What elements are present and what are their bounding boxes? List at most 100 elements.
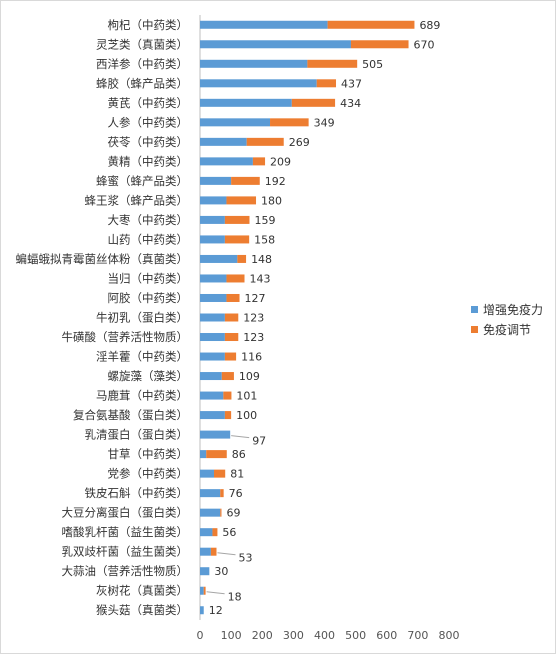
bar-segment-enhance-immunity bbox=[200, 313, 225, 322]
category-label: 黄芪（中药类） bbox=[108, 96, 189, 110]
category-label: 淫羊藿（中药类） bbox=[96, 350, 188, 364]
bar-segment-enhance-immunity bbox=[200, 235, 225, 244]
bar-segment-enhance-immunity bbox=[200, 196, 227, 205]
value-label: 180 bbox=[261, 194, 282, 207]
bar-segment-enhance-immunity bbox=[200, 411, 225, 420]
category-label: 人参（中药类） bbox=[108, 115, 189, 129]
bar-segment-enhance-immunity bbox=[200, 293, 227, 302]
category-label: 茯苓（中药类） bbox=[108, 135, 189, 149]
bar-segment-immune-regulation bbox=[270, 118, 309, 127]
legend-swatch-immune-regulation bbox=[471, 326, 478, 333]
bar-segment-immune-regulation bbox=[231, 176, 260, 185]
bar-segment-immune-regulation bbox=[224, 313, 239, 322]
category-label: 蝙蝠蛾拟青霉菌丝体粉（真菌类） bbox=[16, 252, 189, 266]
bar-segment-immune-regulation bbox=[316, 79, 337, 88]
bar-segment-immune-regulation bbox=[350, 40, 409, 49]
value-label: 123 bbox=[243, 331, 264, 344]
category-label: 枸杞（中药类） bbox=[108, 18, 189, 32]
bar-segment-enhance-immunity bbox=[200, 20, 328, 29]
value-label: 123 bbox=[243, 312, 264, 325]
legend-label-enhance-immunity: 增强免疫力 bbox=[483, 302, 543, 317]
x-tick-label: 800 bbox=[439, 629, 460, 642]
value-label: 434 bbox=[340, 97, 361, 110]
bar-segment-immune-regulation bbox=[224, 235, 250, 244]
bar-segment-immune-regulation bbox=[220, 508, 222, 517]
bar-segment-enhance-immunity bbox=[200, 508, 221, 517]
bar-segment-enhance-immunity bbox=[200, 215, 225, 224]
category-label: 蜂王浆（蜂产品类） bbox=[85, 193, 189, 207]
value-label: 143 bbox=[250, 272, 271, 285]
value-label: 101 bbox=[236, 390, 257, 403]
x-tick-label: 300 bbox=[283, 629, 304, 642]
legend-label-immune-regulation: 免疫调节 bbox=[483, 322, 531, 337]
bar-segment-enhance-immunity bbox=[200, 469, 215, 478]
category-label: 乳双歧杆菌（益生菌类） bbox=[62, 545, 189, 559]
bar-segment-immune-regulation bbox=[212, 528, 218, 537]
category-label: 阿胶（中药类） bbox=[108, 291, 189, 305]
category-label: 铁皮石斛（中药类） bbox=[85, 486, 189, 500]
bar-segment-enhance-immunity bbox=[200, 528, 213, 537]
bar-segment-immune-regulation bbox=[210, 547, 217, 556]
category-label: 大枣（中药类） bbox=[108, 213, 189, 227]
x-tick-label: 200 bbox=[252, 629, 273, 642]
bar-segment-immune-regulation bbox=[252, 157, 266, 166]
category-label: 螺旋藻（藻类） bbox=[108, 369, 189, 383]
category-label: 马鹿茸（中药类） bbox=[96, 389, 188, 403]
category-label: 灰树花（真菌类） bbox=[96, 584, 188, 598]
bar-segment-immune-regulation bbox=[223, 391, 232, 400]
x-tick-label: 600 bbox=[376, 629, 397, 642]
x-tick-label: 500 bbox=[345, 629, 366, 642]
category-label: 黄精（中药类） bbox=[108, 154, 189, 168]
x-tick-label: 700 bbox=[407, 629, 428, 642]
x-tick-label: 100 bbox=[221, 629, 242, 642]
bar-segment-immune-regulation bbox=[291, 98, 336, 107]
value-label: 127 bbox=[245, 292, 266, 305]
category-label: 牛初乳（蛋白类） bbox=[96, 311, 188, 325]
bar-segment-enhance-immunity bbox=[200, 118, 271, 127]
bar-segment-enhance-immunity bbox=[200, 430, 231, 439]
category-label: 灵芝类（真菌类） bbox=[96, 37, 188, 51]
bar-segment-immune-regulation bbox=[203, 586, 206, 595]
label-leader-line bbox=[231, 435, 250, 439]
value-label: 158 bbox=[254, 233, 275, 246]
value-label: 56 bbox=[222, 526, 236, 539]
bar-segment-immune-regulation bbox=[221, 372, 234, 381]
value-label: 100 bbox=[236, 409, 257, 422]
bar-segment-immune-regulation bbox=[224, 215, 250, 224]
bar-segment-enhance-immunity bbox=[200, 79, 317, 88]
value-label: 86 bbox=[232, 448, 246, 461]
value-label: 53 bbox=[238, 552, 252, 565]
bar-segment-immune-regulation bbox=[327, 20, 415, 29]
value-label: 97 bbox=[252, 435, 266, 448]
bar-segment-immune-regulation bbox=[224, 411, 232, 420]
value-label: 12 bbox=[209, 604, 223, 617]
bar-segment-immune-regulation bbox=[224, 333, 239, 342]
bar-segment-enhance-immunity bbox=[200, 547, 211, 556]
bar-segment-enhance-immunity bbox=[200, 352, 225, 361]
value-label: 69 bbox=[226, 507, 240, 520]
x-tick-label: 0 bbox=[197, 629, 204, 642]
label-leader-line bbox=[206, 591, 225, 595]
bar-segment-enhance-immunity bbox=[200, 333, 225, 342]
value-label: 109 bbox=[239, 370, 260, 383]
bar-segment-immune-regulation bbox=[226, 293, 240, 302]
label-leader-line bbox=[217, 552, 236, 556]
bar-segment-enhance-immunity bbox=[200, 157, 253, 166]
category-label: 当归（中药类） bbox=[108, 271, 189, 285]
value-label: 76 bbox=[229, 487, 243, 500]
value-label: 116 bbox=[241, 351, 262, 364]
bar-segment-immune-regulation bbox=[226, 274, 245, 283]
category-label: 蜂蜜（蜂产品类） bbox=[96, 174, 188, 188]
value-label: 148 bbox=[251, 253, 272, 266]
value-label: 349 bbox=[314, 116, 335, 129]
bar-segment-enhance-immunity bbox=[200, 372, 222, 381]
category-label: 甘草（中药类） bbox=[108, 447, 189, 461]
bar-segment-enhance-immunity bbox=[200, 391, 224, 400]
bar-segment-enhance-immunity bbox=[200, 606, 204, 615]
value-label: 269 bbox=[289, 136, 310, 149]
value-label: 192 bbox=[265, 175, 286, 188]
category-label: 大豆分离蛋白（蛋白类） bbox=[62, 506, 189, 520]
value-label: 159 bbox=[254, 214, 275, 227]
bar-segment-immune-regulation bbox=[214, 469, 226, 478]
